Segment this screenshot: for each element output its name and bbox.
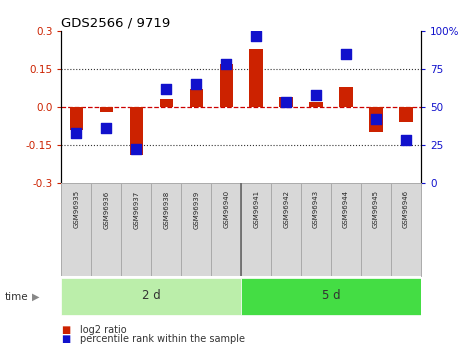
Bar (399, 107, 413, 122)
Text: GSM96946: GSM96946 (403, 190, 409, 228)
FancyBboxPatch shape (181, 183, 211, 276)
Point (312, 92, 320, 98)
Bar (280, 97, 293, 107)
Point (132, 147, 140, 152)
Bar (339, 87, 353, 107)
Bar (190, 89, 203, 107)
Text: GSM96936: GSM96936 (104, 190, 109, 228)
Text: ▶: ▶ (32, 292, 39, 302)
Point (402, 138, 410, 143)
Text: 5 d: 5 d (322, 289, 341, 302)
FancyBboxPatch shape (331, 183, 361, 276)
Point (193, 81, 200, 87)
FancyBboxPatch shape (391, 183, 421, 276)
Bar (249, 49, 263, 107)
Bar (70, 107, 83, 130)
Bar (159, 99, 173, 107)
Text: GSM96941: GSM96941 (253, 190, 259, 228)
Text: GSM96942: GSM96942 (283, 190, 289, 228)
Text: GSM96939: GSM96939 (193, 190, 199, 228)
FancyBboxPatch shape (271, 183, 301, 276)
FancyBboxPatch shape (361, 183, 391, 276)
FancyBboxPatch shape (241, 278, 421, 315)
FancyBboxPatch shape (151, 183, 181, 276)
Text: percentile rank within the sample: percentile rank within the sample (80, 335, 245, 344)
Point (372, 116, 380, 122)
FancyBboxPatch shape (122, 183, 151, 276)
Point (282, 100, 290, 105)
Text: GDS2566 / 9719: GDS2566 / 9719 (61, 17, 171, 30)
FancyBboxPatch shape (211, 183, 241, 276)
FancyBboxPatch shape (241, 183, 271, 276)
Point (253, 33, 260, 38)
Point (73, 130, 80, 136)
FancyBboxPatch shape (301, 183, 331, 276)
Bar (219, 64, 233, 107)
Text: 2 d: 2 d (142, 289, 161, 302)
Text: ■: ■ (61, 335, 71, 344)
Text: GSM96945: GSM96945 (373, 190, 379, 228)
Bar (100, 107, 113, 112)
Text: GSM96935: GSM96935 (73, 190, 79, 228)
Text: ■: ■ (61, 325, 71, 335)
FancyBboxPatch shape (61, 278, 241, 315)
FancyBboxPatch shape (91, 183, 122, 276)
Text: time: time (5, 292, 28, 302)
Point (342, 51, 350, 57)
Text: GSM96944: GSM96944 (343, 190, 349, 228)
Point (163, 86, 170, 91)
Text: GSM96938: GSM96938 (163, 190, 169, 228)
Bar (130, 107, 143, 155)
Text: GSM96943: GSM96943 (313, 190, 319, 228)
Text: GSM96937: GSM96937 (133, 190, 140, 228)
Point (222, 62, 230, 67)
Text: log2 ratio: log2 ratio (80, 325, 127, 335)
Text: GSM96940: GSM96940 (223, 190, 229, 228)
Bar (309, 102, 323, 107)
Point (103, 126, 110, 131)
Bar (369, 107, 383, 132)
FancyBboxPatch shape (61, 183, 91, 276)
